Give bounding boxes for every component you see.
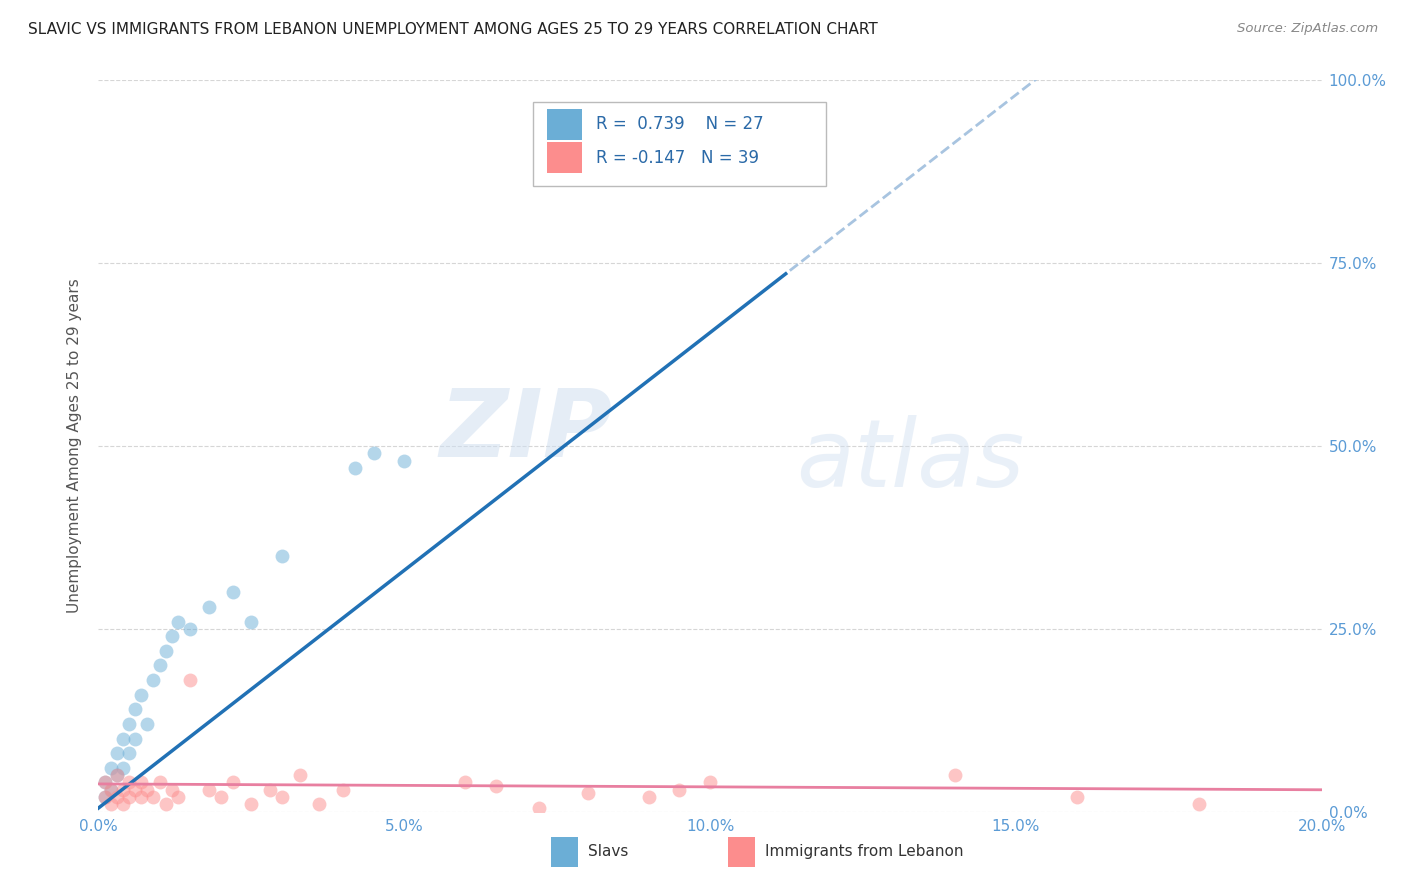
Point (100, 782, 122, 797)
Point (308, 797, 330, 812)
Point (129, 688, 152, 702)
Point (105, 768, 128, 782)
Text: atlas: atlas (796, 415, 1024, 506)
Text: Source: ZipAtlas.com: Source: ZipAtlas.com (1237, 22, 1378, 36)
Point (1066, 790, 1088, 805)
Point (111, 731, 134, 746)
Point (93, 790, 115, 805)
Point (167, 615, 190, 629)
Point (155, 797, 177, 812)
Point (637, 790, 661, 805)
Point (105, 790, 128, 805)
Point (118, 717, 141, 731)
FancyBboxPatch shape (551, 838, 578, 867)
Point (129, 775, 152, 789)
Point (167, 790, 190, 805)
Point (197, 599, 219, 614)
FancyBboxPatch shape (533, 103, 827, 186)
Text: Slavs: Slavs (588, 845, 628, 860)
Text: R =  0.739    N = 27: R = 0.739 N = 27 (596, 115, 763, 133)
Point (93, 775, 115, 789)
Point (222, 585, 245, 599)
Point (129, 790, 152, 805)
Point (100, 782, 122, 797)
Point (332, 782, 354, 797)
Point (160, 782, 183, 797)
Point (209, 790, 232, 805)
Point (118, 746, 141, 760)
Point (668, 782, 690, 797)
Point (124, 702, 146, 716)
Point (118, 790, 141, 805)
Point (136, 782, 159, 797)
Text: SLAVIC VS IMMIGRANTS FROM LEBANON UNEMPLOYMENT AMONG AGES 25 TO 29 YEARS CORRELA: SLAVIC VS IMMIGRANTS FROM LEBANON UNEMPL… (28, 22, 877, 37)
Point (105, 746, 128, 760)
Point (222, 775, 245, 789)
Point (259, 782, 281, 797)
FancyBboxPatch shape (547, 143, 582, 173)
FancyBboxPatch shape (547, 109, 582, 139)
Point (699, 775, 721, 789)
Point (392, 453, 416, 467)
Point (240, 797, 263, 812)
Point (290, 768, 312, 782)
Point (142, 790, 165, 805)
Point (111, 782, 134, 797)
Point (240, 615, 263, 629)
Point (363, 446, 385, 460)
Text: Immigrants from Lebanon: Immigrants from Lebanon (765, 845, 963, 860)
Point (111, 761, 134, 775)
Point (454, 775, 477, 789)
Point (142, 673, 165, 687)
Point (270, 790, 292, 805)
Point (179, 622, 201, 636)
Point (576, 787, 599, 801)
Point (111, 797, 134, 812)
Point (100, 797, 122, 812)
Text: ZIP: ZIP (439, 385, 612, 477)
Point (485, 779, 508, 793)
Point (100, 761, 122, 775)
Point (179, 673, 201, 687)
Point (270, 549, 292, 563)
Text: R = -0.147   N = 39: R = -0.147 N = 39 (596, 149, 759, 167)
Point (105, 768, 128, 782)
Point (124, 782, 146, 797)
Point (1188, 797, 1211, 812)
Point (118, 775, 141, 789)
Y-axis label: Unemployment Among Ages 25 to 29 years: Unemployment Among Ages 25 to 29 years (67, 278, 83, 614)
Point (197, 782, 219, 797)
Point (943, 768, 966, 782)
Point (344, 461, 367, 475)
Point (93, 790, 115, 805)
Point (149, 658, 172, 673)
Point (160, 629, 183, 643)
Point (124, 731, 146, 746)
Point (149, 775, 172, 789)
Point (93, 775, 115, 789)
Point (527, 801, 550, 815)
Point (136, 717, 159, 731)
Point (155, 644, 177, 658)
FancyBboxPatch shape (728, 838, 755, 867)
